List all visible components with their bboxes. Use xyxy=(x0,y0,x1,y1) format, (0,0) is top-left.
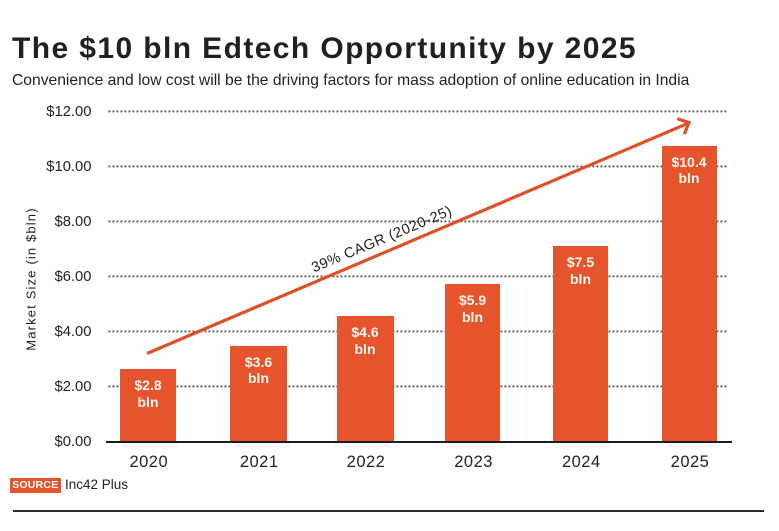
svg-text:39% CAGR (2020-25): 39% CAGR (2020-25) xyxy=(309,203,454,276)
